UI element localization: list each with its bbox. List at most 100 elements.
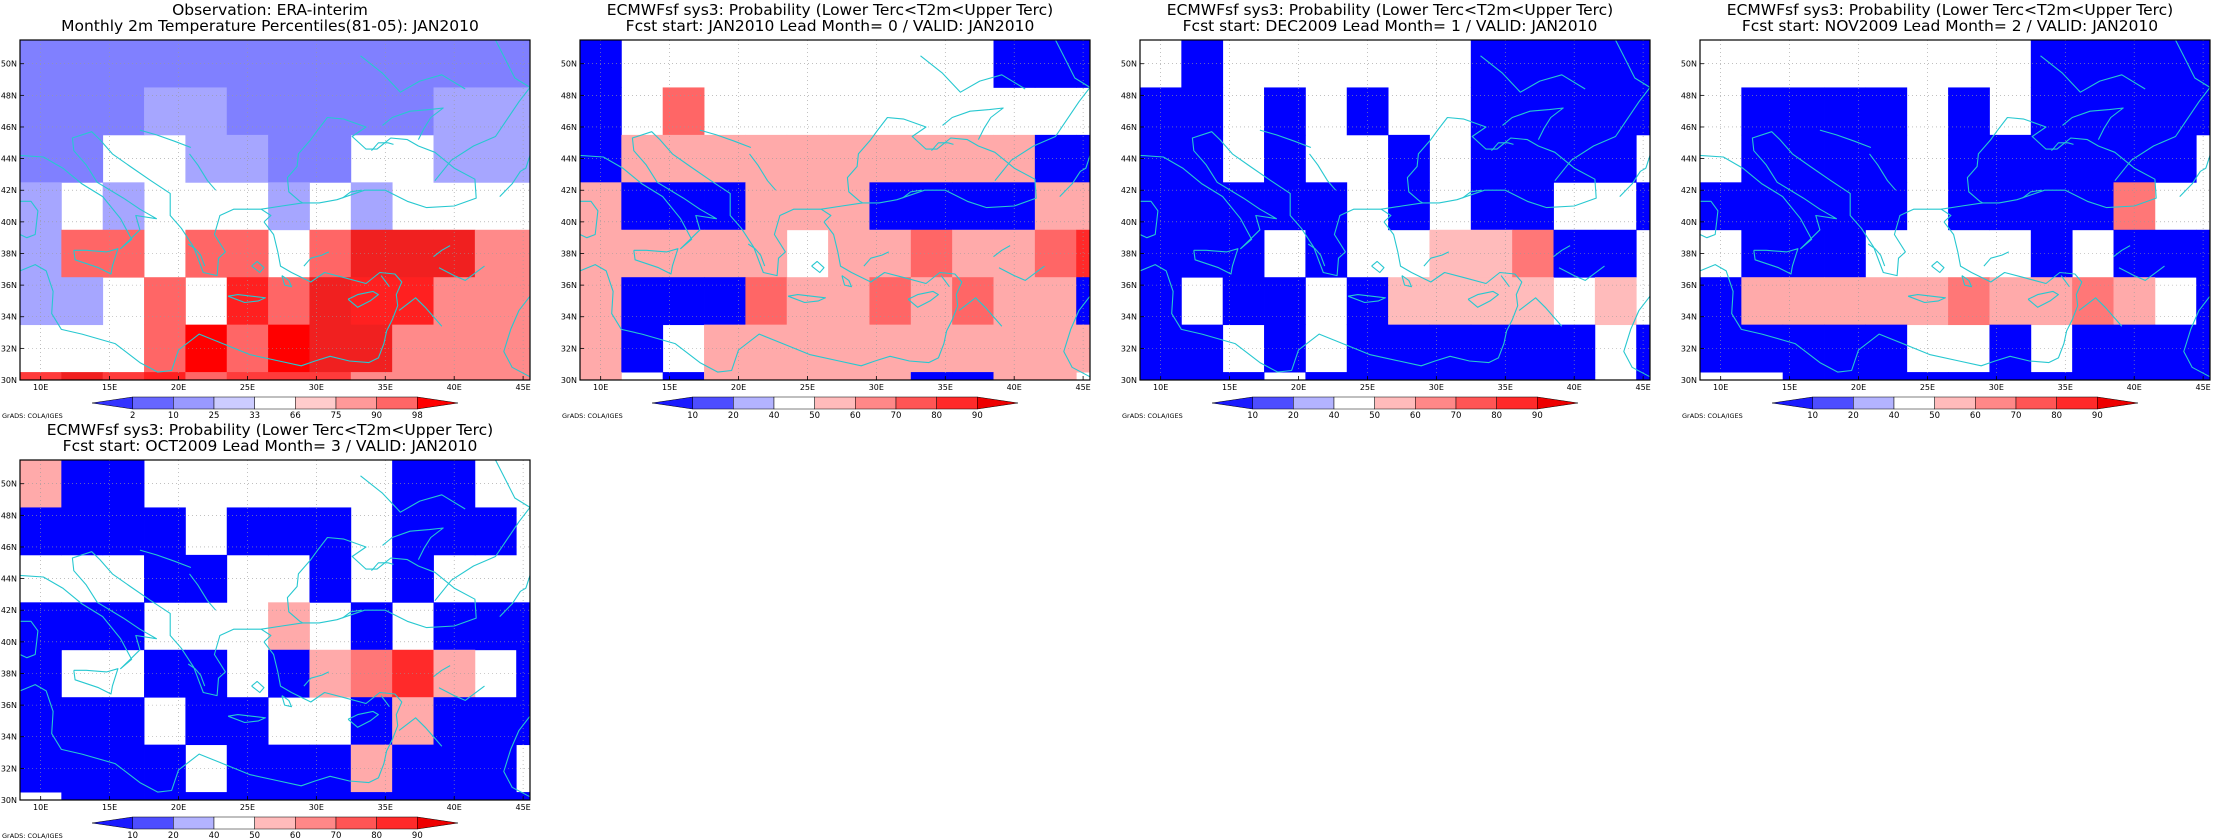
grid-cell bbox=[2030, 182, 2073, 231]
grid-cell bbox=[392, 554, 434, 603]
panel-subtitle: Fcst start: NOV2009 Lead Month= 2 / VALI… bbox=[1742, 17, 2158, 35]
grid-cell bbox=[662, 372, 705, 381]
grid-cell bbox=[392, 792, 434, 801]
coastline bbox=[1753, 248, 1799, 275]
colorbar-label: 66 bbox=[290, 411, 301, 420]
grid-cell bbox=[2072, 182, 2114, 231]
coastline bbox=[303, 251, 330, 267]
grid-cell bbox=[1076, 182, 1091, 231]
grid-cell bbox=[1470, 372, 1513, 381]
colorbar-label: 70 bbox=[331, 831, 342, 840]
grid-cell bbox=[392, 277, 434, 326]
colorbar-label: 80 bbox=[1491, 411, 1502, 420]
grid-cell bbox=[350, 602, 393, 651]
grid-cell bbox=[102, 507, 145, 556]
colorbar-segment bbox=[295, 816, 337, 830]
grid-cell bbox=[1512, 229, 1554, 278]
y-tick-label: 44N bbox=[561, 155, 577, 164]
colorbar-label: 40 bbox=[1329, 411, 1340, 420]
grid-cell bbox=[869, 277, 912, 326]
y-tick-label: 40N bbox=[1681, 218, 1697, 227]
x-tick-label: 10E bbox=[33, 383, 48, 392]
coastline bbox=[189, 573, 217, 611]
grid-cell bbox=[392, 744, 434, 793]
colorbar-segment bbox=[335, 396, 377, 410]
y-tick-label: 38N bbox=[1, 669, 17, 678]
grid-cell bbox=[392, 697, 434, 746]
grid-cell bbox=[2030, 87, 2073, 136]
y-tick-label: 46N bbox=[1, 543, 17, 552]
grid-cell bbox=[1305, 182, 1348, 231]
coastline bbox=[2114, 87, 2211, 182]
coastline bbox=[1623, 295, 1651, 378]
colorbar-label: 70 bbox=[891, 411, 902, 420]
grid-cell bbox=[226, 229, 269, 278]
coastline bbox=[2183, 295, 2211, 378]
grid-cell bbox=[392, 229, 434, 278]
coastline bbox=[1193, 248, 1239, 275]
grid-cell bbox=[1388, 277, 1430, 326]
grid-cell bbox=[745, 372, 788, 381]
coastline bbox=[2113, 245, 2131, 258]
colorbar-label: 10 bbox=[127, 831, 138, 840]
colorbar-segment bbox=[91, 396, 133, 410]
grid-cell bbox=[474, 87, 517, 136]
y-tick-label: 36N bbox=[561, 281, 577, 290]
coastline bbox=[1699, 200, 1719, 239]
coastline-layer bbox=[1139, 39, 1651, 378]
colorbar-segment bbox=[773, 396, 815, 410]
grid-cell bbox=[2072, 324, 2114, 373]
coastline bbox=[1381, 116, 1597, 210]
colorbar-segment bbox=[1455, 396, 1497, 410]
x-tick-label: 35E bbox=[1498, 383, 1513, 392]
coastline bbox=[342, 189, 362, 199]
coastline bbox=[261, 536, 477, 630]
map-frame bbox=[579, 39, 1091, 381]
grid-cell bbox=[350, 697, 393, 746]
grid-cell bbox=[516, 87, 531, 136]
colorbar-segment bbox=[1293, 396, 1335, 410]
colorbar-segment bbox=[1333, 396, 1375, 410]
coastline bbox=[19, 131, 272, 277]
x-tick-label: 45E bbox=[1635, 383, 1650, 392]
grid-cell bbox=[350, 792, 393, 801]
grid-cell bbox=[1948, 87, 1990, 136]
grid-cell bbox=[516, 697, 531, 746]
grid-cell bbox=[1636, 87, 1651, 136]
y-tick-label: 48N bbox=[1, 511, 17, 520]
grid-cell bbox=[745, 182, 788, 231]
coastline bbox=[699, 129, 752, 149]
grid-cell bbox=[1782, 277, 1825, 326]
y-tick-label: 46N bbox=[1, 123, 17, 132]
y-tick-label: 40N bbox=[1, 218, 17, 227]
coastline bbox=[1139, 221, 1523, 373]
coastline bbox=[434, 507, 531, 602]
grid-cell bbox=[2196, 40, 2211, 88]
colorbar-segment bbox=[1415, 396, 1457, 410]
y-tick-label: 30N bbox=[1, 796, 17, 805]
grid-cell bbox=[704, 277, 746, 326]
grid-cell bbox=[1824, 277, 1866, 326]
grid-cell bbox=[102, 229, 145, 278]
coastline bbox=[1347, 294, 1386, 304]
y-tick-label: 38N bbox=[1121, 249, 1137, 258]
coastline bbox=[1462, 189, 1482, 199]
coastline bbox=[1931, 260, 1945, 274]
grid-cell bbox=[350, 182, 393, 231]
y-tick-label: 40N bbox=[1121, 218, 1137, 227]
y-tick-label: 34N bbox=[1, 313, 17, 322]
colorbar-segment bbox=[2015, 396, 2057, 410]
coastline bbox=[281, 695, 293, 708]
grid-cell bbox=[910, 324, 953, 373]
y-tick-label: 42N bbox=[1121, 186, 1137, 195]
x-tick-label: 40E bbox=[2127, 383, 2142, 392]
grid-cell bbox=[350, 277, 393, 326]
grid-cell bbox=[185, 792, 228, 801]
grid-cell bbox=[2072, 277, 2114, 326]
coastline bbox=[398, 297, 443, 327]
colorbar-label: 50 bbox=[1369, 411, 1380, 420]
colorbar-segment bbox=[651, 396, 693, 410]
colorbar-label: 2 bbox=[130, 411, 135, 420]
grid-cell bbox=[1741, 277, 1784, 326]
coastline bbox=[1819, 129, 1872, 149]
